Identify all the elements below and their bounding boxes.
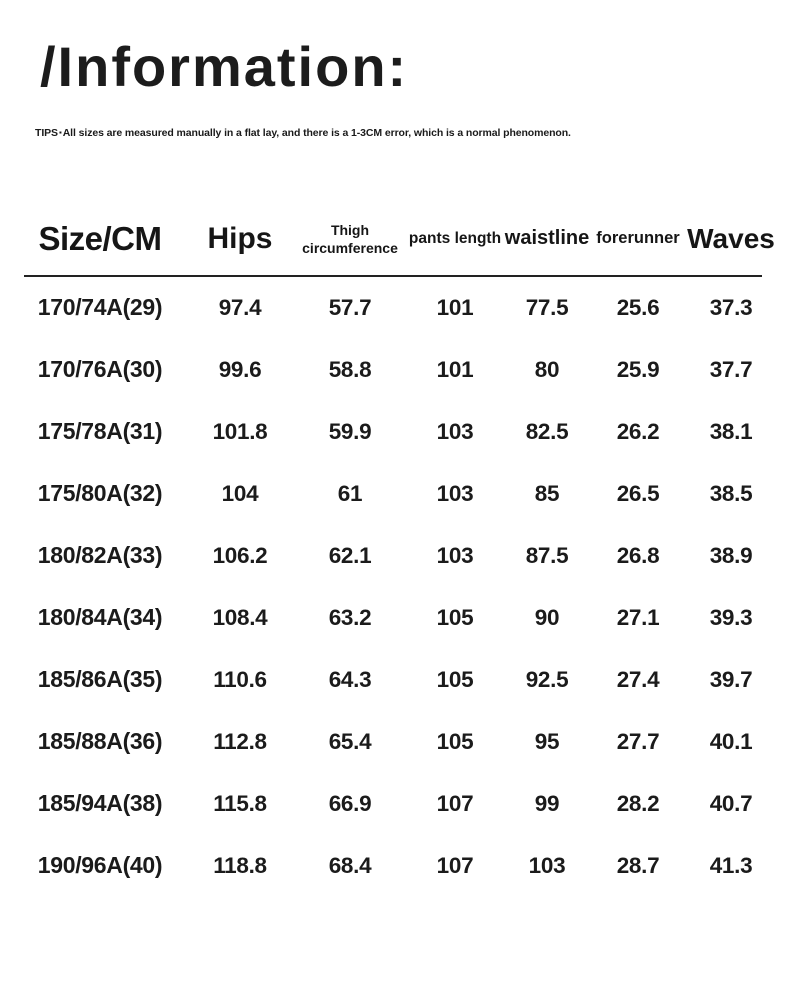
- tips-note: TIPS▪All sizes are measured manually in …: [35, 127, 790, 139]
- size-label-cell: 175/78A(31): [37, 418, 163, 445]
- table-row: 185/88A(36) 112.8 65.4 105 95 27.7 40.1: [20, 711, 770, 773]
- size-table: Size/CM Hips Thigh circumference pants leng…: [20, 203, 775, 897]
- measurement-cell: 107: [436, 790, 474, 816]
- measurement-cell: 28.2: [616, 790, 660, 816]
- measurement-cell: 110.6: [213, 666, 267, 692]
- measurement-cell: 82.5: [525, 418, 569, 444]
- measurement-cell: 59.9: [328, 418, 372, 444]
- size-label-cell: 185/88A(36): [37, 728, 163, 755]
- size-label-cell: 170/76A(30): [37, 356, 163, 383]
- measurement-cell: 95: [534, 728, 560, 754]
- measurement-cell: 27.7: [616, 728, 660, 754]
- measurement-cell: 28.7: [616, 852, 660, 878]
- measurement-cell: 77.5: [525, 294, 569, 320]
- measurement-cell: 92.5: [525, 666, 569, 692]
- measurement-cell: 107: [436, 852, 474, 878]
- column-header-size-cm: Size/CM: [38, 219, 162, 257]
- table-row: 185/94A(38) 115.8 66.9 107 99 28.2 40.7: [20, 773, 770, 835]
- measurement-cell: 104: [221, 480, 259, 506]
- measurement-cell: 38.1: [709, 418, 753, 444]
- size-table-header-row: Size/CM Hips Thigh circumference pants leng…: [20, 203, 774, 275]
- table-row: 180/84A(34) 108.4 63.2 105 90 27.1 39.3: [20, 587, 770, 649]
- measurement-cell: 103: [528, 852, 566, 878]
- size-label-cell: 185/94A(38): [37, 790, 163, 817]
- measurement-cell: 112.8: [213, 728, 267, 754]
- measurement-cell: 65.4: [328, 728, 372, 754]
- measurement-cell: 40.7: [709, 790, 753, 816]
- measurement-cell: 26.5: [616, 480, 660, 506]
- measurement-cell: 40.1: [709, 728, 753, 754]
- measurement-cell: 61: [337, 480, 363, 506]
- size-table-body: 170/74A(29) 97.4 57.7 101 77.5 25.6 37.3 170/76…: [20, 277, 770, 897]
- measurement-cell: 37.3: [709, 294, 753, 320]
- measurement-cell: 105: [436, 666, 474, 692]
- measurement-cell: 108.4: [212, 604, 268, 630]
- size-label-cell: 175/80A(32): [37, 480, 163, 507]
- measurement-cell: 101: [436, 294, 474, 320]
- column-header-forerunner: forerunner: [596, 229, 680, 248]
- column-header-waistline: waistline: [504, 227, 590, 250]
- measurement-cell: 103: [436, 480, 474, 506]
- measurement-cell: 101: [436, 356, 474, 382]
- measurement-cell: 63.2: [328, 604, 372, 630]
- measurement-cell: 41.3: [709, 852, 753, 878]
- measurement-cell: 25.6: [616, 294, 660, 320]
- table-row: 170/74A(29) 97.4 57.7 101 77.5 25.6 37.3: [20, 277, 770, 339]
- measurement-cell: 85: [534, 480, 560, 506]
- measurement-cell: 25.9: [616, 356, 660, 382]
- measurement-cell: 101.8: [212, 418, 268, 444]
- measurement-cell: 106.2: [212, 542, 268, 568]
- size-label-cell: 185/86A(35): [37, 666, 163, 693]
- measurement-cell: 39.7: [709, 666, 753, 692]
- measurement-cell: 80: [534, 356, 560, 382]
- measurement-cell: 38.9: [709, 542, 753, 568]
- square-bullet-icon: ▪: [58, 127, 62, 137]
- measurement-cell: 26.2: [616, 418, 660, 444]
- column-header-pants-length: pants length: [408, 229, 502, 247]
- measurement-cell: 68.4: [328, 852, 372, 878]
- size-label-cell: 170/74A(29): [37, 294, 163, 321]
- table-row: 190/96A(40) 118.8 68.4 107 103 28.7 41.3: [20, 835, 770, 897]
- measurement-cell: 97.4: [218, 294, 262, 320]
- header-divider: [24, 274, 762, 277]
- measurement-cell: 103: [436, 418, 474, 444]
- measurement-cell: 103: [436, 542, 474, 568]
- measurement-cell: 57.7: [328, 294, 372, 320]
- tips-prefix: TIPS: [35, 126, 58, 139]
- table-row: 175/78A(31) 101.8 59.9 103 82.5 26.2 38.1: [20, 401, 770, 463]
- measurement-cell: 27.1: [616, 604, 660, 630]
- measurement-cell: 99.6: [218, 356, 262, 382]
- page-title: /Information:: [40, 35, 409, 98]
- measurement-cell: 90: [534, 604, 560, 630]
- measurement-cell: 58.8: [328, 356, 372, 382]
- measurement-cell: 37.7: [709, 356, 753, 382]
- measurement-cell: 115.8: [213, 790, 267, 816]
- measurement-cell: 105: [436, 728, 474, 754]
- measurement-cell: 62.1: [328, 542, 372, 568]
- size-label-cell: 180/82A(33): [37, 542, 163, 569]
- measurement-cell: 26.8: [616, 542, 660, 568]
- size-label-cell: 190/96A(40): [37, 852, 163, 879]
- measurement-cell: 66.9: [328, 790, 372, 816]
- column-header-waves: Waves: [687, 222, 775, 254]
- table-row: 170/76A(30) 99.6 58.8 101 80 25.9 37.7: [20, 339, 770, 401]
- measurement-cell: 39.3: [709, 604, 753, 630]
- measurement-cell: 118.8: [213, 852, 267, 878]
- table-row: 175/80A(32) 104 61 103 85 26.5 38.5: [20, 463, 770, 525]
- measurement-cell: 105: [436, 604, 474, 630]
- measurement-cell: 99: [534, 790, 560, 816]
- measurement-cell: 64.3: [328, 666, 372, 692]
- measurement-cell: 38.5: [709, 480, 753, 506]
- column-header-thigh-circumference: Thigh circumference: [302, 221, 398, 256]
- measurement-cell: 27.4: [616, 666, 660, 692]
- size-label-cell: 180/84A(34): [37, 604, 163, 631]
- tips-text: All sizes are measured manually in a fla…: [62, 126, 571, 139]
- table-row: 185/86A(35) 110.6 64.3 105 92.5 27.4 39.7: [20, 649, 770, 711]
- measurement-cell: 87.5: [525, 542, 569, 568]
- column-header-hips: Hips: [207, 221, 273, 255]
- table-row: 180/82A(33) 106.2 62.1 103 87.5 26.8 38.9: [20, 525, 770, 587]
